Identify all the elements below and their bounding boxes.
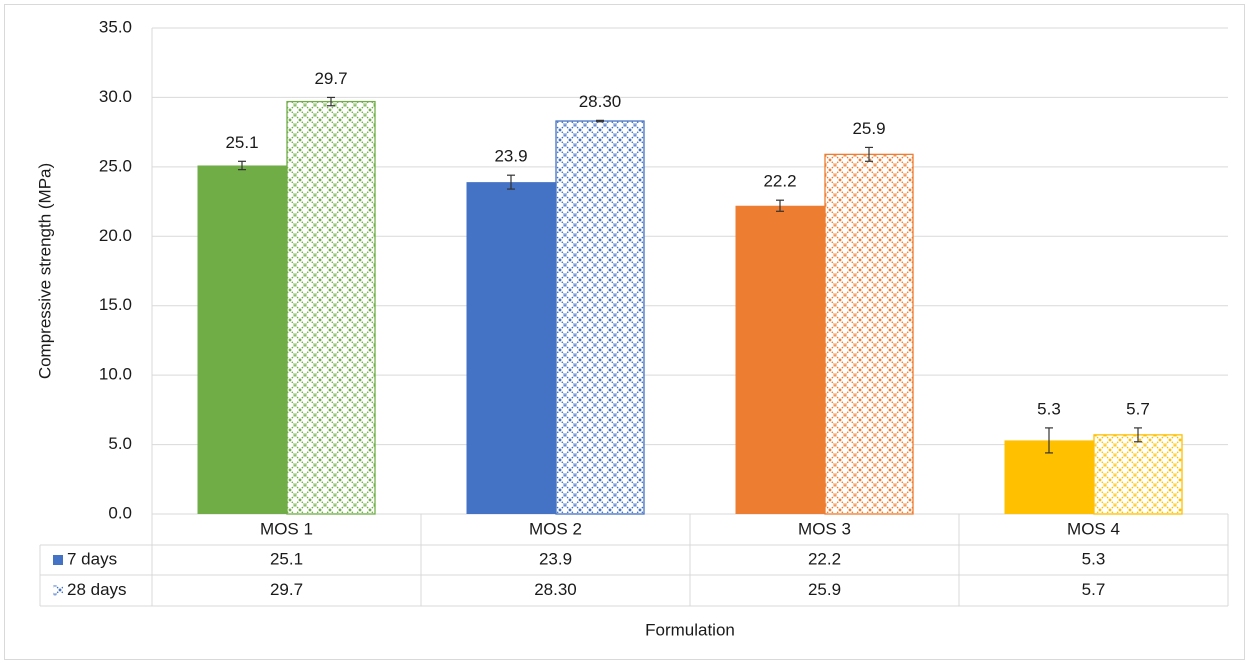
x-tick-label: MOS 4: [1067, 519, 1120, 538]
bar: [197, 165, 287, 514]
legend-label: 7 days: [67, 549, 117, 568]
legend-key: [53, 585, 63, 596]
y-tick-label: 25.0: [99, 156, 132, 175]
error-bar: [1134, 427, 1142, 443]
y-tick-label: 10.0: [99, 365, 132, 384]
table-cell: 22.2: [808, 549, 841, 568]
data-label: 5.7: [1126, 399, 1150, 418]
legend-key: [53, 555, 63, 565]
data-label: 28.30: [579, 92, 622, 111]
data-label: 23.9: [494, 147, 527, 166]
data-label: 25.9: [852, 119, 885, 138]
x-tick-label: MOS 1: [260, 519, 313, 538]
error-bar: [1045, 427, 1053, 454]
error-bar: [238, 160, 246, 171]
bar: [555, 120, 645, 515]
data-label: 29.7: [314, 69, 347, 88]
table-cell: 5.3: [1082, 549, 1106, 568]
y-tick-label: 0.0: [108, 503, 132, 522]
y-axis-title: Compressive strength (MPa): [35, 163, 54, 379]
table-cell: 5.7: [1082, 580, 1106, 599]
data-label: 22.2: [763, 172, 796, 191]
table-cell: 29.7: [270, 580, 303, 599]
legend-label: 28 days: [67, 580, 127, 599]
error-bar: [596, 119, 604, 123]
data-label: 5.3: [1037, 399, 1061, 418]
y-tick-label: 35.0: [99, 17, 132, 36]
error-bar: [776, 199, 784, 212]
y-tick-label: 30.0: [99, 87, 132, 106]
x-axis-title: Formulation: [645, 620, 735, 639]
table-cell: 28.30: [534, 580, 577, 599]
error-bar: [865, 146, 873, 162]
table-cell: 25.9: [808, 580, 841, 599]
x-tick-label: MOS 3: [798, 519, 851, 538]
table-cell: 23.9: [539, 549, 572, 568]
bar: [824, 153, 914, 515]
bar: [286, 100, 376, 515]
bar: [1093, 434, 1183, 515]
bar: [735, 205, 825, 515]
bar: [466, 182, 556, 515]
y-tick-label: 5.0: [108, 434, 132, 453]
y-tick-label: 20.0: [99, 226, 132, 245]
error-bar: [507, 174, 515, 190]
error-bar: [327, 96, 335, 107]
x-tick-label: MOS 2: [529, 519, 582, 538]
table-cell: 25.1: [270, 549, 303, 568]
y-tick-label: 15.0: [99, 295, 132, 314]
data-label: 25.1: [225, 133, 258, 152]
